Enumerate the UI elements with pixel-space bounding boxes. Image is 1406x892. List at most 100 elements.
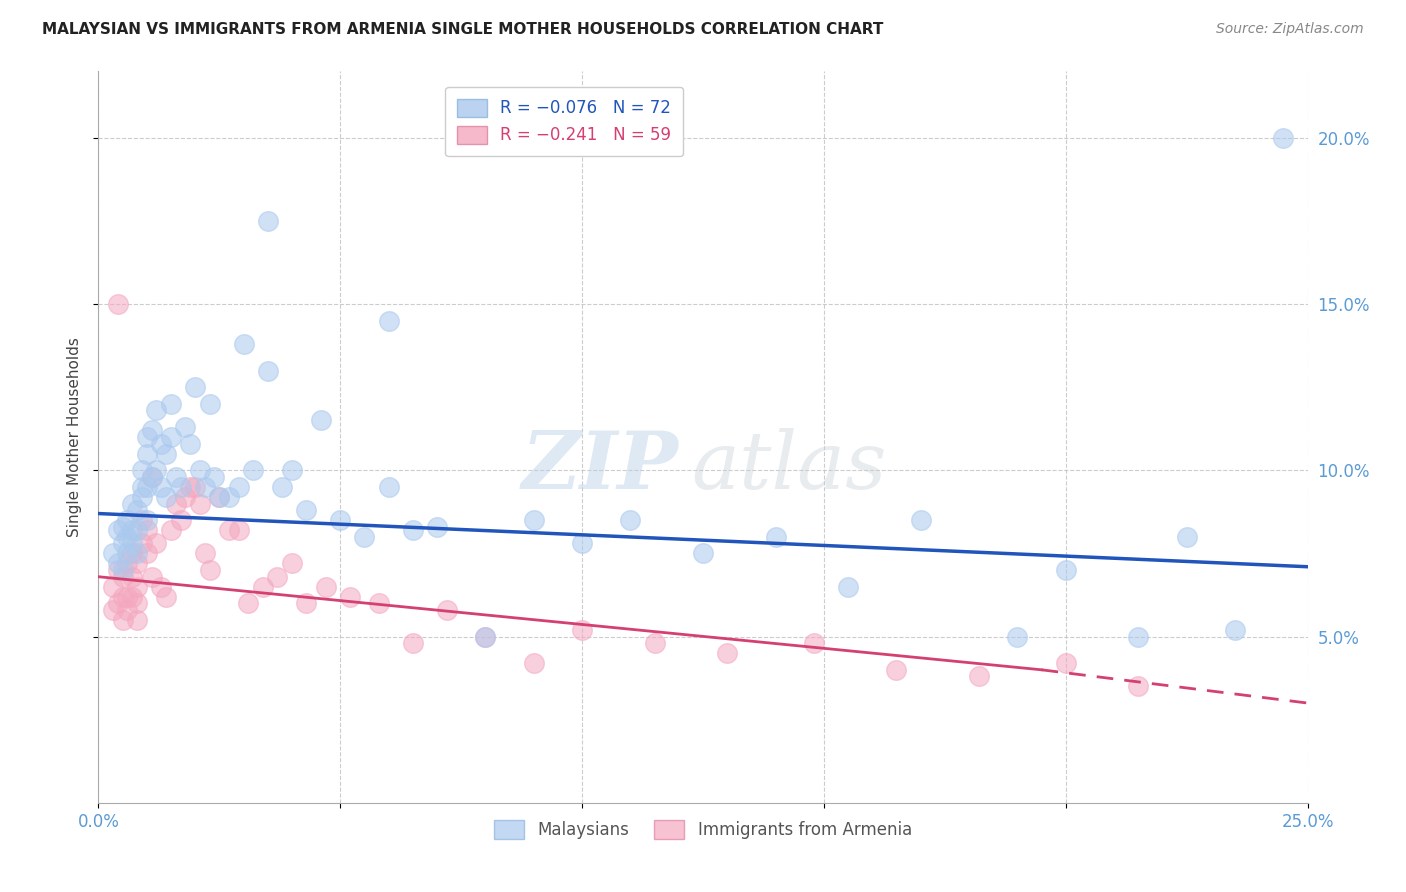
Point bbox=[150, 480, 173, 494]
Point bbox=[474, 630, 496, 644]
Point bbox=[121, 590, 143, 604]
Text: Source: ZipAtlas.com: Source: ZipAtlas.com bbox=[1216, 22, 1364, 37]
Point bbox=[242, 463, 264, 477]
Point bbox=[218, 490, 240, 504]
Point bbox=[121, 570, 143, 584]
Point bbox=[165, 497, 187, 511]
Point bbox=[256, 363, 278, 377]
Point bbox=[107, 557, 129, 571]
Point bbox=[252, 580, 274, 594]
Point bbox=[107, 523, 129, 537]
Point bbox=[160, 430, 183, 444]
Point bbox=[145, 403, 167, 417]
Point bbox=[127, 503, 149, 517]
Point bbox=[184, 380, 207, 394]
Text: MALAYSIAN VS IMMIGRANTS FROM ARMENIA SINGLE MOTHER HOUSEHOLDS CORRELATION CHART: MALAYSIAN VS IMMIGRANTS FROM ARMENIA SIN… bbox=[42, 22, 883, 37]
Point bbox=[218, 523, 240, 537]
Point bbox=[886, 663, 908, 677]
Point bbox=[188, 497, 211, 511]
Point bbox=[141, 424, 163, 438]
Point bbox=[1223, 623, 1246, 637]
Point bbox=[523, 656, 546, 670]
Point bbox=[160, 397, 183, 411]
Point bbox=[198, 397, 221, 411]
Point bbox=[295, 503, 318, 517]
Point bbox=[127, 557, 149, 571]
Point bbox=[141, 470, 163, 484]
Point bbox=[1007, 630, 1029, 644]
Point bbox=[155, 447, 177, 461]
Point bbox=[910, 513, 932, 527]
Point bbox=[169, 480, 191, 494]
Point bbox=[131, 490, 153, 504]
Point bbox=[155, 490, 177, 504]
Point bbox=[523, 513, 546, 527]
Point bbox=[111, 613, 134, 627]
Point bbox=[228, 523, 250, 537]
Point bbox=[837, 580, 859, 594]
Point bbox=[402, 636, 425, 650]
Point bbox=[716, 646, 738, 660]
Point bbox=[619, 513, 641, 527]
Point bbox=[141, 470, 163, 484]
Point bbox=[271, 480, 294, 494]
Point bbox=[194, 546, 217, 560]
Point bbox=[368, 596, 391, 610]
Point bbox=[135, 513, 157, 527]
Point bbox=[426, 520, 449, 534]
Point bbox=[315, 580, 337, 594]
Point bbox=[131, 480, 153, 494]
Point bbox=[111, 563, 134, 577]
Point bbox=[131, 513, 153, 527]
Point bbox=[111, 536, 134, 550]
Point bbox=[238, 596, 260, 610]
Point bbox=[232, 337, 254, 351]
Point bbox=[194, 480, 217, 494]
Point bbox=[160, 523, 183, 537]
Point bbox=[135, 523, 157, 537]
Point bbox=[571, 536, 593, 550]
Point bbox=[121, 546, 143, 560]
Point bbox=[474, 630, 496, 644]
Point bbox=[353, 530, 375, 544]
Point bbox=[571, 623, 593, 637]
Point bbox=[256, 214, 278, 228]
Point bbox=[188, 463, 211, 477]
Point bbox=[208, 490, 231, 504]
Point bbox=[101, 580, 124, 594]
Point bbox=[1272, 131, 1295, 145]
Point bbox=[111, 590, 134, 604]
Point bbox=[184, 480, 207, 494]
Point bbox=[165, 470, 187, 484]
Point bbox=[117, 557, 139, 571]
Point bbox=[208, 490, 231, 504]
Point bbox=[111, 570, 134, 584]
Point bbox=[101, 603, 124, 617]
Point bbox=[174, 420, 197, 434]
Point bbox=[1175, 530, 1198, 544]
Point bbox=[266, 570, 288, 584]
Point bbox=[101, 546, 124, 560]
Point bbox=[145, 536, 167, 550]
Point bbox=[198, 563, 221, 577]
Point bbox=[117, 590, 139, 604]
Point bbox=[135, 480, 157, 494]
Point bbox=[117, 513, 139, 527]
Point bbox=[121, 497, 143, 511]
Point bbox=[145, 463, 167, 477]
Point bbox=[281, 557, 304, 571]
Point bbox=[281, 463, 304, 477]
Point bbox=[174, 490, 197, 504]
Point bbox=[127, 523, 149, 537]
Point bbox=[117, 530, 139, 544]
Point bbox=[329, 513, 352, 527]
Point bbox=[131, 536, 153, 550]
Point bbox=[121, 523, 143, 537]
Point bbox=[1128, 630, 1150, 644]
Point bbox=[803, 636, 825, 650]
Point bbox=[377, 480, 399, 494]
Point bbox=[169, 513, 191, 527]
Point bbox=[150, 580, 173, 594]
Point bbox=[135, 447, 157, 461]
Point bbox=[127, 613, 149, 627]
